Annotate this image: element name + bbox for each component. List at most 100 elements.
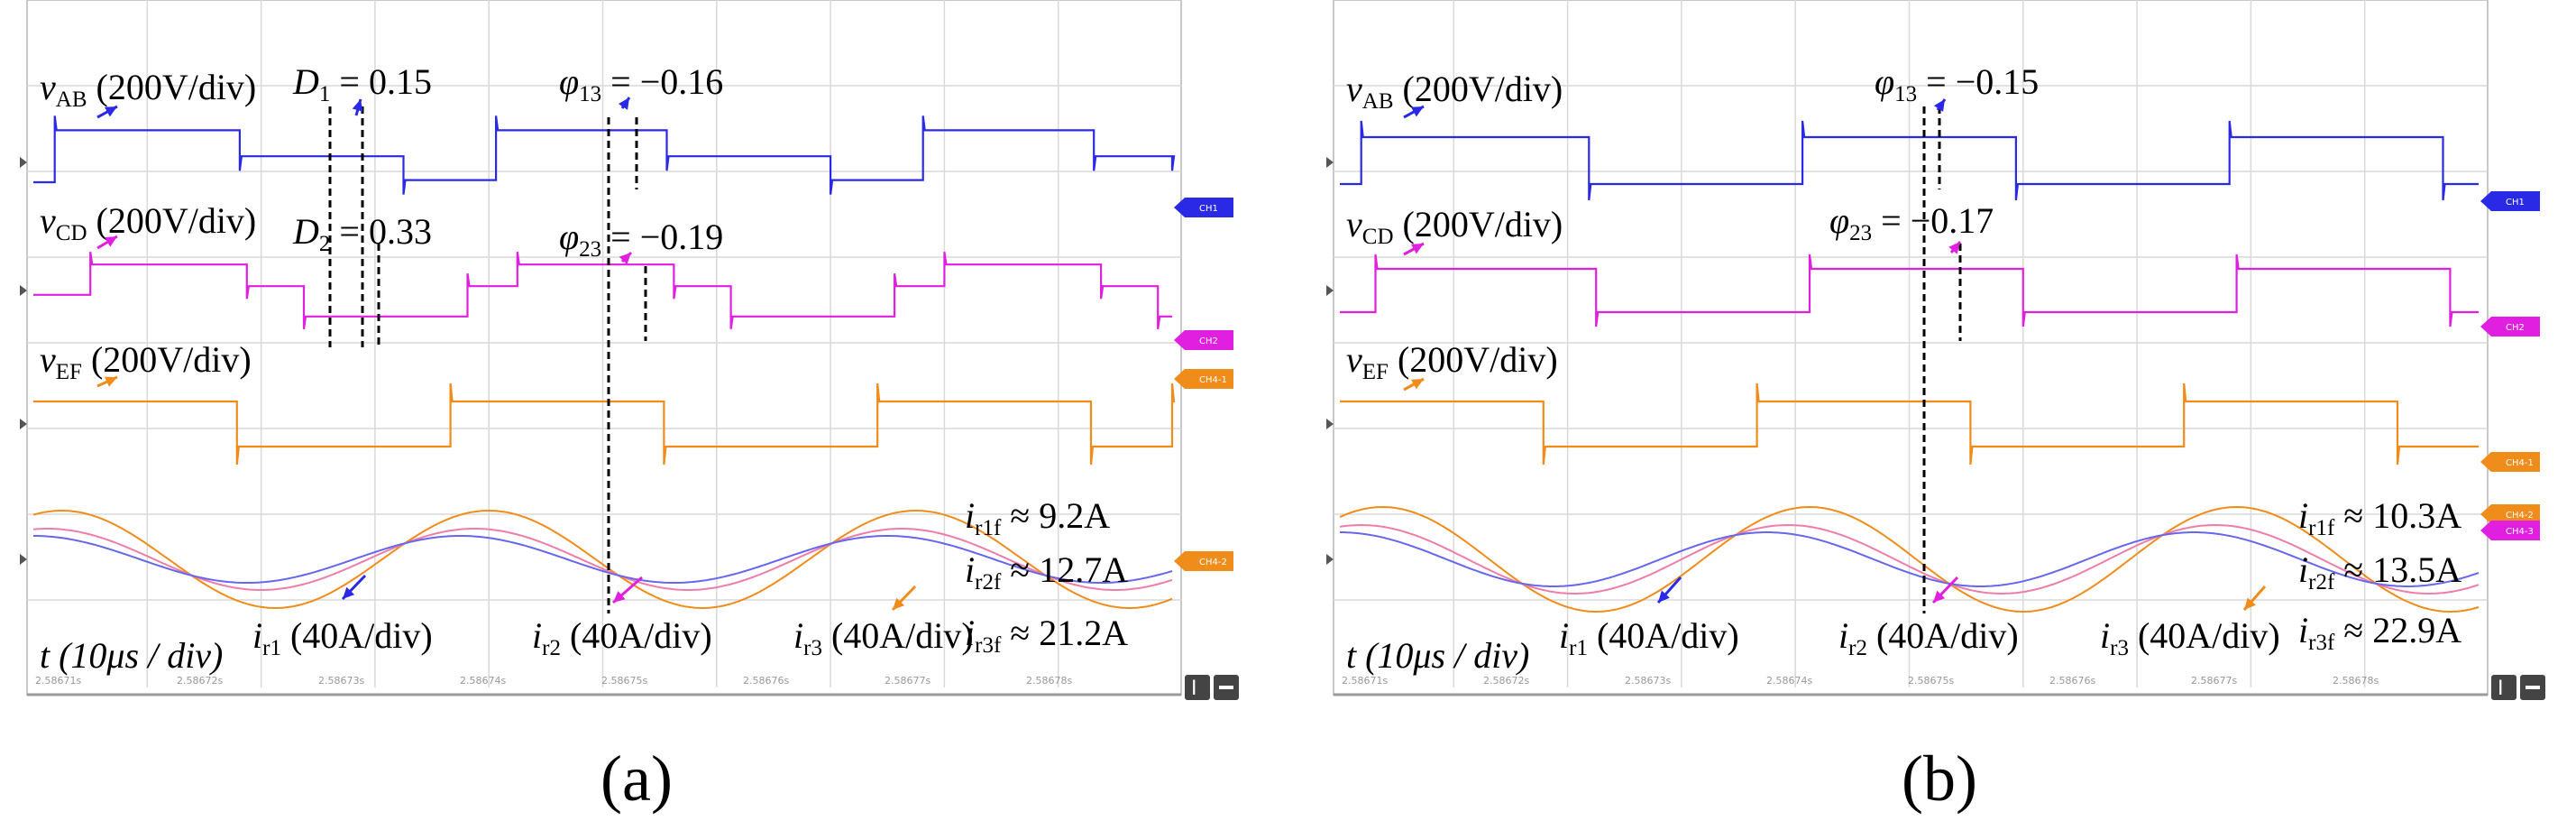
ir1f-label-symbol: i <box>2298 495 2308 536</box>
trigger-marker <box>1326 554 1334 565</box>
ir2-trace <box>32 528 1173 591</box>
ch1-tag-text: CH1 <box>2506 198 2525 207</box>
time-tick: 2.58677s <box>2191 675 2237 687</box>
time-tick: 2.58678s <box>2333 675 2379 687</box>
trigger-marker <box>1326 285 1334 296</box>
d2-label-value: = 0.33 <box>330 211 432 252</box>
vef-label-symbol: v <box>40 339 56 380</box>
vcd-label-value: (200V/div) <box>1394 204 1563 244</box>
vcd-label-symbol: v <box>40 200 56 241</box>
caption-b: (b) <box>1902 742 1977 815</box>
vab-label-value: (200V/div) <box>1394 69 1563 109</box>
ch2-tag <box>2480 317 2540 337</box>
ir3-trace <box>1339 505 2480 613</box>
ir1f-label: ir1f ≈ 9.2A <box>965 495 1110 540</box>
d1-label-symbol: D <box>292 61 319 102</box>
ir1-label: ir1 (40A/div) <box>252 615 433 660</box>
ir2-arrow-head <box>1933 590 1946 603</box>
time-tick: 2.58671s <box>1342 675 1388 687</box>
vef-trace <box>33 383 1176 466</box>
zoom-in-button <box>1185 675 1210 700</box>
ir2-label-subscript: r2 <box>542 636 561 660</box>
ir1-trace <box>1340 531 2480 587</box>
time-scale-label: t (10μs / div) <box>40 635 223 676</box>
ch4-1-tag <box>2480 452 2540 472</box>
vcd-arrow-head <box>1411 244 1424 254</box>
vab-label-value: (200V/div) <box>87 67 257 107</box>
time-tick: 2.58671s <box>35 675 81 687</box>
ir1-label-value: (40A/div) <box>281 615 433 656</box>
ch4-1-tag <box>1174 369 1233 389</box>
phi13-label-subscript: 13 <box>1894 82 1917 106</box>
oscilloscope-b: 2.58671s 2.58672s 2.58673s 2.58674s 2.58675s… <box>1326 0 2545 700</box>
phi23-arrow-head <box>619 253 631 265</box>
trigger-marker <box>20 419 27 429</box>
ir3f-label-value: ≈ 21.2A <box>1001 613 1128 653</box>
ch1-tag-text: CH1 <box>1199 204 1218 214</box>
d1-arrow-head <box>352 99 363 112</box>
d2-label-symbol: D <box>292 211 319 252</box>
ir3-label-symbol: i <box>793 615 803 656</box>
ir1f-label-subscript: r1f <box>975 516 1002 540</box>
phi23-label: φ23 = −0.17 <box>1829 200 1994 245</box>
time-tick: 2.58677s <box>885 675 930 687</box>
time-tick: 2.58674s <box>460 675 506 687</box>
trigger-marker <box>1326 157 1334 168</box>
phi23-label-subscript: 23 <box>579 237 601 262</box>
time-tick: 2.58675s <box>1908 675 1954 687</box>
vcd-label-subscript: CD <box>1362 225 1394 249</box>
ir3f-label-subscript: r3f <box>975 633 1002 658</box>
ir2f-label-symbol: i <box>2298 549 2308 590</box>
vef-label-subscript: EF <box>1362 360 1389 384</box>
ir2-label: ir2 (40A/div) <box>532 615 712 660</box>
time-tick: 2.58678s <box>1026 675 1072 687</box>
ir1-label-symbol: i <box>1559 615 1569 656</box>
ir2-label-value: (40A/div) <box>561 615 712 656</box>
ch4-2-tag-text: CH4-2 <box>1199 558 1227 567</box>
ir1-trace <box>33 535 1173 584</box>
vab-label: vAB (200V/div) <box>40 67 256 112</box>
vef-arrow-head <box>1411 379 1424 390</box>
phi13-label: φ13 = −0.15 <box>1875 61 2039 106</box>
ir3-label: ir3 (40A/div) <box>793 615 974 660</box>
vab-arrow-head <box>105 106 117 117</box>
ir2f-label-subscript: r2f <box>2308 570 2335 595</box>
ir1f-label-subscript: r1f <box>2308 516 2335 540</box>
time-tick: 2.58675s <box>601 675 647 687</box>
ir1f-label-value: ≈ 10.3A <box>2334 495 2461 536</box>
ir1-label-subscript: r1 <box>1569 636 1588 660</box>
vef-trace <box>1340 383 2479 466</box>
ir3-arrow-head <box>2244 597 2256 610</box>
d1-label-subscript: 1 <box>319 82 331 106</box>
ch2-tag <box>1174 330 1233 350</box>
vab-label-subscript: AB <box>56 88 87 112</box>
time-tick: 2.58674s <box>1766 675 1812 687</box>
d1-label: D1 = 0.15 <box>292 61 432 106</box>
phi23-arrow-head <box>1948 242 1960 254</box>
phi13-label-value: = −0.16 <box>601 61 723 102</box>
ir2-label-subscript: r2 <box>1848 636 1867 660</box>
phi23-label-symbol: φ <box>559 217 579 257</box>
ir1f-label-value: ≈ 9.2A <box>1001 495 1110 536</box>
ir2f-label-value: ≈ 12.7A <box>1001 549 1128 590</box>
vef-label-symbol: v <box>1346 339 1362 380</box>
phi13-label-value: = −0.15 <box>1917 61 2039 102</box>
phi13-arrow-head <box>618 97 629 110</box>
trigger-marker <box>20 285 27 296</box>
time-tick: 2.58676s <box>743 675 789 687</box>
vef-label-subscript: EF <box>56 360 82 384</box>
ch4-2-tag <box>2480 504 2540 524</box>
ir3-label-subscript: r3 <box>803 636 822 660</box>
phi23-label-value: = −0.19 <box>601 217 723 257</box>
ir3-label-value: (40A/div) <box>2129 615 2280 656</box>
phi13-label-symbol: φ <box>1875 61 1894 102</box>
phi13-label: φ13 = −0.16 <box>559 61 723 106</box>
ir1f-label-symbol: i <box>965 495 975 536</box>
ir3f-label-symbol: i <box>2298 610 2308 650</box>
ch1-tag <box>2480 191 2540 211</box>
trigger-marker <box>20 157 27 168</box>
ir3-trace <box>32 509 1173 610</box>
zoom-in-icon: I <box>1191 678 1197 700</box>
ch2-tag-text: CH2 <box>1199 337 1218 346</box>
ch4-3-tag-text: CH4-3 <box>2506 527 2534 537</box>
